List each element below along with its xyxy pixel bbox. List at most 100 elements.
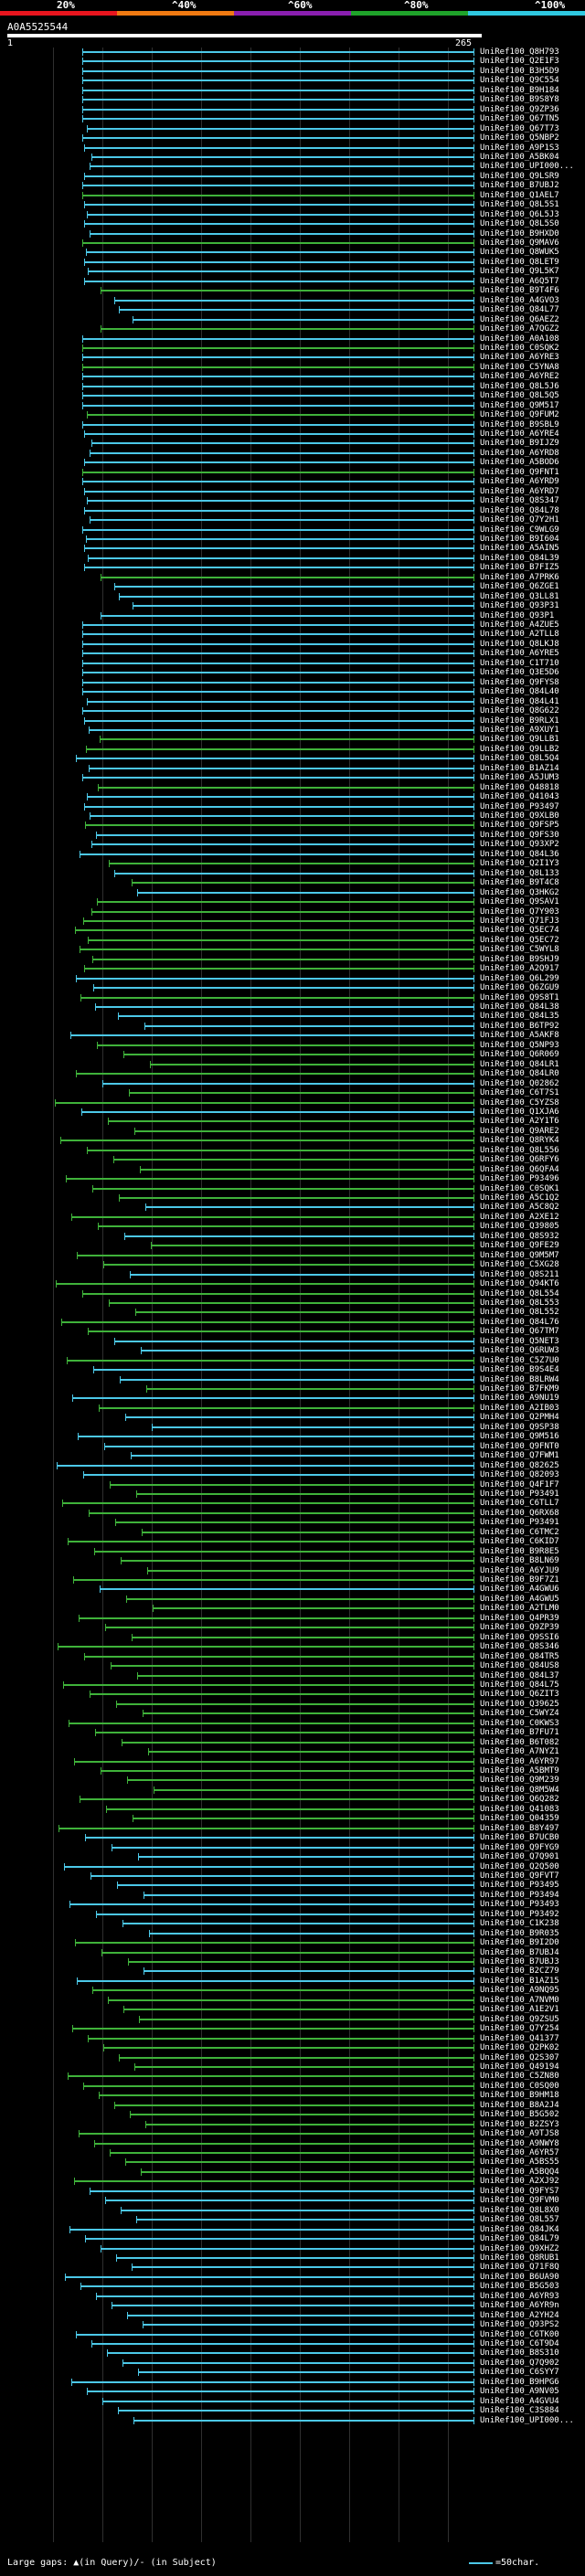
hit-row[interactable]: UniRef100_Q84JK4: [0, 2225, 585, 2234]
hit-row[interactable]: UniRef100_Q9FE29: [0, 1241, 585, 1250]
hit-row[interactable]: UniRef100_Q9FYS8: [0, 678, 585, 687]
hit-label[interactable]: UniRef100_A2TLL8: [480, 630, 559, 640]
hit-label[interactable]: UniRef100_Q1XJA6: [480, 1107, 559, 1117]
hit-label[interactable]: UniRef100_Q84L75: [480, 1680, 559, 1690]
hit-row[interactable]: UniRef100_A7QGZ2: [0, 324, 585, 334]
hit-label[interactable]: UniRef100_Q84L41: [480, 696, 559, 706]
hit-label[interactable]: UniRef100_Q04359: [480, 1814, 559, 1824]
hit-label[interactable]: UniRef100_Q4F1F7: [480, 1479, 559, 1489]
hit-row[interactable]: UniRef100_Q84L79: [0, 2234, 585, 2243]
hit-label[interactable]: UniRef100_A6YRE3: [480, 353, 559, 363]
hit-row[interactable]: UniRef100_Q41377: [0, 2034, 585, 2043]
hit-row[interactable]: UniRef100_Q3E5D6: [0, 668, 585, 677]
hit-label[interactable]: UniRef100_C1K238: [480, 1919, 559, 1929]
hit-row[interactable]: UniRef100_Q9XHZ2: [0, 2244, 585, 2253]
hit-row[interactable]: UniRef100_A9P1S3: [0, 143, 585, 153]
hit-label[interactable]: UniRef100_Q9FYS7: [480, 2186, 559, 2196]
hit-row[interactable]: UniRef100_A6YRE3: [0, 353, 585, 362]
hit-row[interactable]: UniRef100_Q7FWM1: [0, 1451, 585, 1460]
hit-row[interactable]: UniRef100_B9R035: [0, 1929, 585, 1938]
hit-row[interactable]: UniRef100_Q2S307: [0, 2053, 585, 2062]
hit-row[interactable]: UniRef100_C0SQK1: [0, 1184, 585, 1193]
hit-row[interactable]: UniRef100_A9NV05: [0, 2387, 585, 2396]
hit-row[interactable]: UniRef100_A9TJS8: [0, 2129, 585, 2138]
hit-row[interactable]: UniRef100_Q9ZP39: [0, 1623, 585, 1632]
hit-label[interactable]: UniRef100_A4GVU4: [480, 2396, 559, 2406]
hit-row[interactable]: UniRef100_Q93P1: [0, 611, 585, 620]
hit-row[interactable]: UniRef100_B7UBJ2: [0, 181, 585, 190]
hit-label[interactable]: UniRef100_C6TK00: [480, 2329, 559, 2339]
hit-row[interactable]: UniRef100_Q2PMH4: [0, 1413, 585, 1422]
hit-label[interactable]: UniRef100_C6TLL7: [480, 1499, 559, 1509]
hit-row[interactable]: UniRef100_A0A108: [0, 334, 585, 344]
hit-label[interactable]: UniRef100_C3S884: [480, 2406, 559, 2416]
hit-label[interactable]: UniRef100_Q84L37: [480, 1670, 559, 1680]
hit-label[interactable]: UniRef100_Q9XHZ2: [480, 2243, 559, 2253]
hit-row[interactable]: UniRef100_A2XE12: [0, 1213, 585, 1222]
hit-row[interactable]: UniRef100_B8S310: [0, 2348, 585, 2358]
hit-label[interactable]: UniRef100_B5G502: [480, 2110, 559, 2120]
hit-label[interactable]: UniRef100_B7UCB0: [480, 1833, 559, 1843]
hit-label[interactable]: UniRef100_Q9S8T1: [480, 992, 559, 1002]
hit-label[interactable]: UniRef100_Q9FNT1: [480, 467, 559, 477]
hit-label[interactable]: UniRef100_C6SYY7: [480, 2368, 559, 2378]
hit-label[interactable]: UniRef100_A2IB03: [480, 1403, 559, 1413]
hit-row[interactable]: UniRef100_A5C1Q2: [0, 1193, 585, 1203]
hit-label[interactable]: UniRef100_Q84L38: [480, 1002, 559, 1012]
hit-row[interactable]: UniRef100_A2IB03: [0, 1404, 585, 1413]
hit-row[interactable]: UniRef100_Q8L553: [0, 1299, 585, 1308]
hit-row[interactable]: UniRef100_B1AZ14: [0, 764, 585, 773]
hit-row[interactable]: UniRef100_Q9C554: [0, 76, 585, 85]
hit-label[interactable]: UniRef100_Q9FSP5: [480, 821, 559, 831]
hit-label[interactable]: UniRef100_A5AIN5: [480, 544, 559, 554]
hit-label[interactable]: UniRef100_Q8WUK5: [480, 248, 559, 258]
hit-row[interactable]: UniRef100_C6SYY7: [0, 2368, 585, 2377]
hit-label[interactable]: UniRef100_B2ZSY3: [480, 2119, 559, 2129]
hit-row[interactable]: UniRef100_B9IJZ9: [0, 439, 585, 448]
hit-row[interactable]: UniRef100_B9T4F6: [0, 286, 585, 295]
hit-label[interactable]: UniRef100_Q8S932: [480, 1231, 559, 1241]
hit-row[interactable]: UniRef100_Q2I1Y3: [0, 859, 585, 868]
hit-row[interactable]: UniRef100_Q9M239: [0, 1776, 585, 1785]
hit-row[interactable]: UniRef100_P93493: [0, 1900, 585, 1909]
hit-label[interactable]: UniRef100_C5ZN80: [480, 2072, 559, 2082]
hit-label[interactable]: UniRef100_Q9LLB1: [480, 735, 559, 745]
hit-label[interactable]: UniRef100_C5WYZ4: [480, 1709, 559, 1719]
hit-label[interactable]: UniRef100_B6TP92: [480, 1021, 559, 1031]
hit-label[interactable]: UniRef100_Q9M5M7: [480, 1250, 559, 1260]
hit-row[interactable]: UniRef100_Q9XLB0: [0, 811, 585, 821]
hit-row[interactable]: UniRef100_C5YZS8: [0, 1098, 585, 1108]
hit-label[interactable]: UniRef100_Q8G622: [480, 706, 559, 716]
hit-row[interactable]: UniRef100_Q8L554: [0, 1289, 585, 1299]
hit-row[interactable]: UniRef100_A6YJU9: [0, 1566, 585, 1575]
hit-row[interactable]: UniRef100_A4GVU4: [0, 2397, 585, 2406]
hit-row[interactable]: UniRef100_A5BQQ4: [0, 2168, 585, 2177]
hit-label[interactable]: UniRef100_Q84L39: [480, 553, 559, 563]
hit-label[interactable]: UniRef100_Q6ZIT3: [480, 1690, 559, 1700]
hit-label[interactable]: UniRef100_Q9SSI6: [480, 1632, 559, 1642]
hit-row[interactable]: UniRef100_A2TLM0: [0, 1604, 585, 1613]
hit-label[interactable]: UniRef100_Q7Y254: [480, 2024, 559, 2034]
hit-label[interactable]: UniRef100_A5BS55: [480, 2157, 559, 2168]
hit-label[interactable]: UniRef100_B9HM18: [480, 2091, 559, 2101]
hit-row[interactable]: UniRef100_A4ZUE5: [0, 620, 585, 630]
hit-label[interactable]: UniRef100_Q3E5D6: [480, 668, 559, 678]
hit-row[interactable]: UniRef100_Q4F1F7: [0, 1480, 585, 1489]
hit-label[interactable]: UniRef100_Q8L5Q4: [480, 754, 559, 764]
hit-row[interactable]: UniRef100_A5BK04: [0, 153, 585, 162]
hit-label[interactable]: UniRef100_Q7Y903: [480, 906, 559, 917]
hit-row[interactable]: UniRef100_B9H184: [0, 86, 585, 95]
hit-label[interactable]: UniRef100_Q41377: [480, 2033, 559, 2043]
hit-row[interactable]: UniRef100_A6Q5T7: [0, 277, 585, 286]
hit-row[interactable]: UniRef100_Q84US8: [0, 1661, 585, 1670]
hit-row[interactable]: UniRef100_C5WYZ4: [0, 1709, 585, 1718]
hit-row[interactable]: UniRef100_Q9M516: [0, 1432, 585, 1441]
hit-row[interactable]: UniRef100_Q9ZP36: [0, 105, 585, 114]
hit-label[interactable]: UniRef100_Q8L133: [480, 868, 559, 878]
hit-row[interactable]: UniRef100_B9SHJ9: [0, 955, 585, 964]
hit-label[interactable]: UniRef100_Q39625: [480, 1699, 559, 1709]
hit-label[interactable]: UniRef100_B9RLX1: [480, 716, 559, 726]
hit-row[interactable]: UniRef100_Q9LLB1: [0, 735, 585, 744]
hit-label[interactable]: UniRef100_B9SBL9: [480, 419, 559, 429]
hit-label[interactable]: UniRef100_Q9FNT0: [480, 1441, 559, 1451]
